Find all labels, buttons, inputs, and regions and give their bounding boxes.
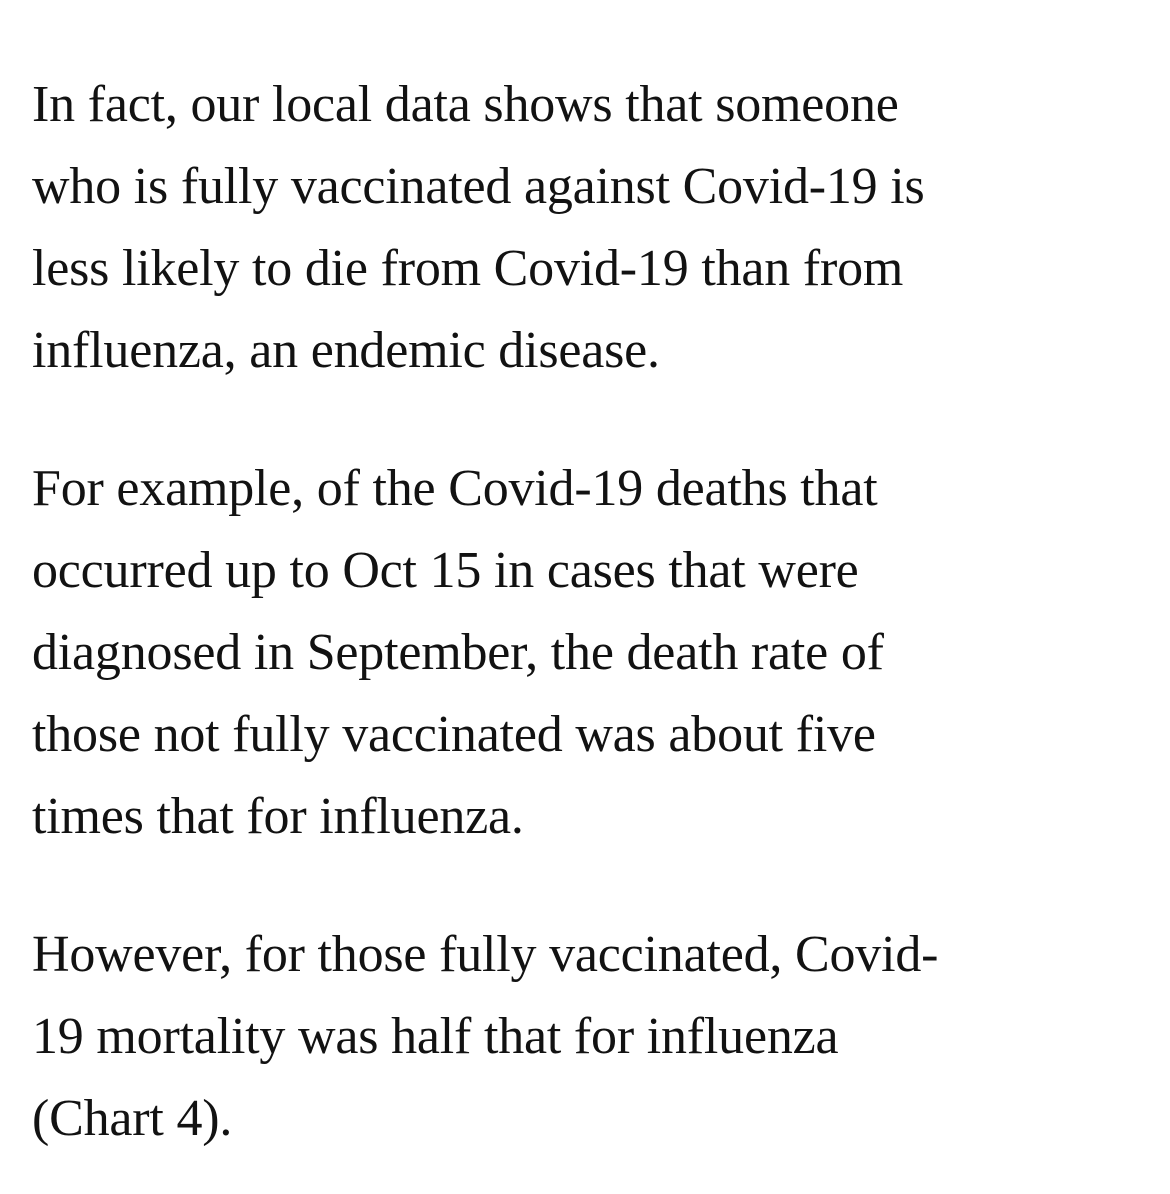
paragraph-line: those not fully vaccinated was about fiv…	[32, 706, 876, 763]
paragraph-line: who is fully vaccinated against Covid-19…	[32, 158, 925, 215]
paragraph-line: occurred up to Oct 15 in cases that were	[32, 542, 859, 599]
paragraph-2: For example, of the Covid-19 deaths that…	[32, 448, 1142, 858]
paragraph-line: diagnosed in September, the death rate o…	[32, 624, 884, 681]
paragraph-line: less likely to die from Covid-19 than fr…	[32, 240, 904, 297]
paragraph-1: In fact, our local data shows that someo…	[32, 64, 1142, 392]
paragraph-line: For example, of the Covid-19 deaths that	[32, 460, 878, 517]
paragraph-line: influenza, an endemic disease.	[32, 322, 660, 379]
paragraph-line: (Chart 4).	[32, 1090, 233, 1147]
paragraph-line: In fact, our local data shows that someo…	[32, 76, 899, 133]
article-body: In fact, our local data shows that someo…	[32, 64, 1142, 1160]
paragraph-line: 19 mortality was half that for influenza	[32, 1008, 839, 1065]
paragraph-line: times that for influenza.	[32, 788, 524, 845]
paragraph-3: However, for those fully vaccinated, Cov…	[32, 914, 1142, 1160]
paragraph-line: However, for those fully vaccinated, Cov…	[32, 926, 939, 983]
